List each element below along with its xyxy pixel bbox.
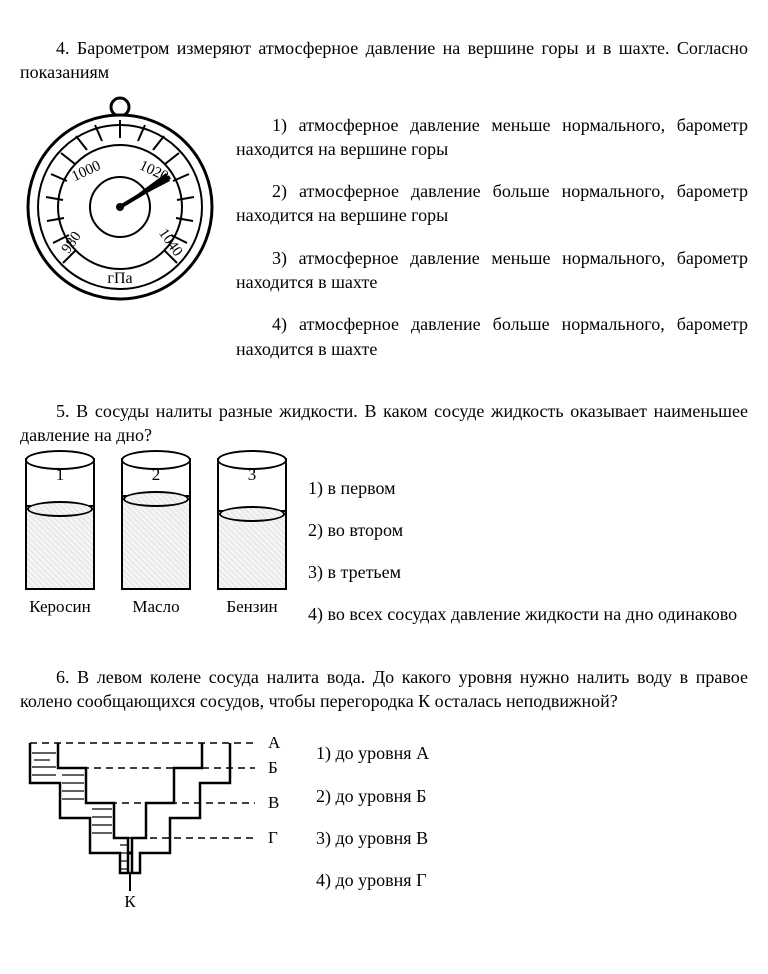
question-5-text: 5. В сосуды налиты разные жидкости. В ка… bbox=[20, 399, 748, 448]
vessels-figure: 1 Керосин 2 Масло 3 Бензин bbox=[20, 458, 292, 619]
question-5-row: 1 Керосин 2 Масло 3 Бензин bbox=[20, 458, 748, 629]
barometer-unit: гПа bbox=[107, 270, 132, 287]
communicating-vessel-figure: К А Б В Г bbox=[20, 723, 300, 919]
level-a: А bbox=[268, 733, 281, 752]
q5-option-1: 1) в первом bbox=[308, 476, 748, 500]
question-4-options: 1) атмосферное давление меньше нормально… bbox=[236, 95, 748, 363]
q6-option-2: 2) до уровня Б bbox=[316, 784, 748, 808]
q5-option-2: 2) во втором bbox=[308, 518, 748, 542]
q4-option-1: 1) атмосферное давление меньше нормально… bbox=[236, 113, 748, 162]
vessel-3-top-label: 3 bbox=[248, 464, 257, 487]
vessel-2-caption: Масло bbox=[132, 596, 179, 619]
question-6-text: 6. В левом колене сосуда налита вода. До… bbox=[20, 665, 748, 714]
level-v: В bbox=[268, 793, 279, 812]
question-6-options: 1) до уровня А 2) до уровня Б 3) до уров… bbox=[316, 723, 748, 894]
level-g: Г bbox=[268, 828, 278, 847]
k-label: К bbox=[124, 892, 136, 911]
vessel-1: 1 Керосин bbox=[20, 458, 100, 619]
q4-option-3: 3) атмосферное давление меньше нормально… bbox=[236, 246, 748, 295]
question-5-options: 1) в первом 2) во втором 3) в третьем 4)… bbox=[308, 458, 748, 629]
question-5-body: В сосуды налиты разные жидкости. В каком… bbox=[20, 401, 748, 445]
question-4-row: 980 1000 1020 1040 гПа 1) атмосферное да… bbox=[20, 95, 748, 363]
question-5: 5. В сосуды налиты разные жидкости. В ка… bbox=[20, 399, 748, 629]
vessel-3-caption: Бензин bbox=[226, 596, 277, 619]
question-6-number: 6. bbox=[56, 667, 70, 687]
vessel-1-top-label: 1 bbox=[56, 464, 65, 487]
q6-option-3: 3) до уровня В bbox=[316, 826, 748, 850]
vessel-2-top-label: 2 bbox=[152, 464, 161, 487]
barometer-svg: 980 1000 1020 1040 гПа bbox=[20, 95, 220, 305]
q5-option-3: 3) в третьем bbox=[308, 560, 748, 584]
level-b: Б bbox=[268, 758, 278, 777]
vessel-2: 2 Масло bbox=[116, 458, 196, 619]
question-6-row: К А Б В Г 1) до уровня А 2) до уровня Б … bbox=[20, 723, 748, 919]
vessel-3: 3 Бензин bbox=[212, 458, 292, 619]
question-5-number: 5. bbox=[56, 401, 70, 421]
comm-vessel-svg: К А Б В Г bbox=[20, 723, 300, 913]
q6-option-1: 1) до уровня А bbox=[316, 741, 748, 765]
question-6-body: В левом колене сосуда налита вода. До ка… bbox=[20, 667, 748, 711]
vessel-1-caption: Керосин bbox=[29, 596, 90, 619]
q5-option-4: 4) во всех сосудах давление жидкости на … bbox=[308, 602, 748, 626]
question-4: 4. Барометром измеряют атмосферное давле… bbox=[20, 36, 748, 363]
question-4-body: Барометром измеряют атмосферное давление… bbox=[20, 38, 748, 82]
q4-option-4: 4) атмосферное давление больше нормально… bbox=[236, 312, 748, 361]
question-4-text: 4. Барометром измеряют атмосферное давле… bbox=[20, 36, 748, 85]
q6-option-4: 4) до уровня Г bbox=[316, 868, 748, 892]
barometer-figure: 980 1000 1020 1040 гПа bbox=[20, 95, 220, 311]
q4-option-2: 2) атмосферное давление больше нормально… bbox=[236, 179, 748, 228]
question-6: 6. В левом колене сосуда налита вода. До… bbox=[20, 665, 748, 920]
question-4-number: 4. bbox=[56, 38, 70, 58]
